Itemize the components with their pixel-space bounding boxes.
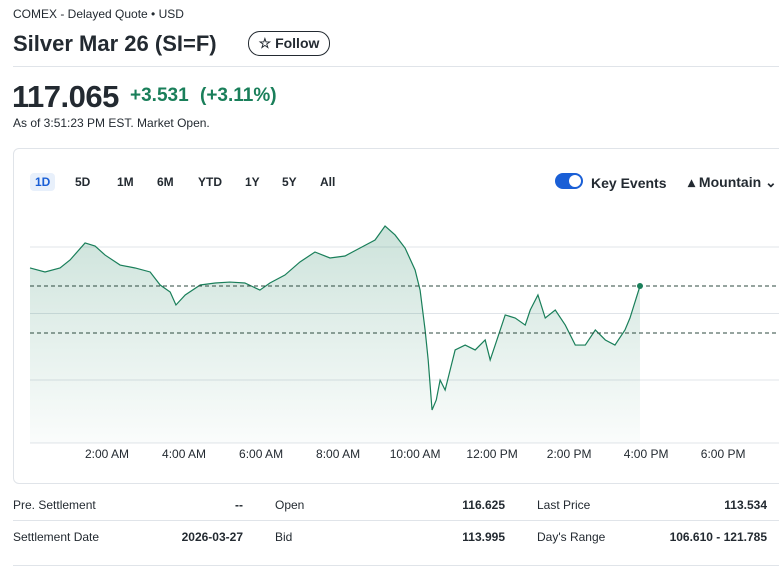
change-pct: (+3.11%) — [200, 85, 277, 106]
title: Silver Mar 26 (SI=F) — [13, 31, 217, 56]
range-button[interactable]: 6M — [157, 175, 174, 189]
line — [29, 225, 641, 411]
stat-value: 2026-03-27 — [181, 530, 243, 544]
stat-value: 116.625 — [462, 498, 505, 512]
stat-label: Open — [275, 498, 305, 512]
x-tick-label: 12:00 PM — [466, 447, 517, 461]
stat-label: Bid — [275, 530, 293, 544]
range-button[interactable]: 1D — [30, 173, 56, 191]
x-tick-label: 6:00 PM — [701, 447, 746, 461]
stat-value: 113.995 — [462, 530, 505, 544]
range-button[interactable]: All — [320, 175, 336, 189]
as-of: As of 3:51:23 PM EST. Market Open. — [13, 116, 210, 130]
follow-button[interactable]: ☆ Follow — [248, 31, 330, 56]
chart-card — [13, 148, 779, 484]
stat-label: Pre. Settlement — [13, 498, 96, 512]
change: +3.531 — [130, 85, 189, 106]
range-button[interactable]: 1M — [117, 175, 134, 189]
x-tick-label: 2:00 PM — [547, 447, 592, 461]
key-events[interactable]: Key Events — [591, 175, 667, 191]
x-tick-label: 8:00 AM — [316, 447, 360, 461]
chart-style[interactable]: ▴ Mountain ⌄ — [688, 174, 777, 190]
x-tick-label: 6:00 AM — [239, 447, 283, 461]
x-tick-label: 4:00 AM — [162, 447, 206, 461]
chart-style-label: Mountain — [698, 174, 762, 190]
range-button[interactable]: 5D — [75, 175, 91, 189]
stat-label: Day's Range — [537, 530, 606, 544]
stat-value: 113.534 — [724, 498, 767, 512]
area — [30, 226, 640, 443]
stat-label: Settlement Date — [13, 530, 100, 544]
price: 117.065 — [12, 79, 119, 114]
chart: 2:00 AM 4:00 AM 6:00 AM 8:00 AM 10:00 AM 12:0… — [29, 225, 779, 461]
x-tick-label: 10:00 AM — [390, 447, 441, 461]
divider — [13, 66, 779, 67]
divider — [13, 565, 779, 566]
divider — [13, 520, 779, 521]
stat-label: Last Price — [537, 498, 591, 512]
last-point — [636, 283, 643, 290]
x-tick-label: 4:00 PM — [624, 447, 669, 461]
exchange: COMEX - Delayed Quote • USD — [13, 7, 184, 21]
stat-value: 106.610 - 121.785 — [669, 530, 767, 544]
range-button[interactable]: YTD — [198, 175, 222, 189]
stat-value: -- — [235, 498, 243, 512]
range-button[interactable]: 1Y — [245, 175, 260, 189]
toggle[interactable] — [555, 173, 583, 189]
x-tick-label: 2:00 AM — [85, 447, 129, 461]
follow-label: Follow — [275, 35, 320, 51]
range-button[interactable]: 5Y — [282, 175, 297, 189]
